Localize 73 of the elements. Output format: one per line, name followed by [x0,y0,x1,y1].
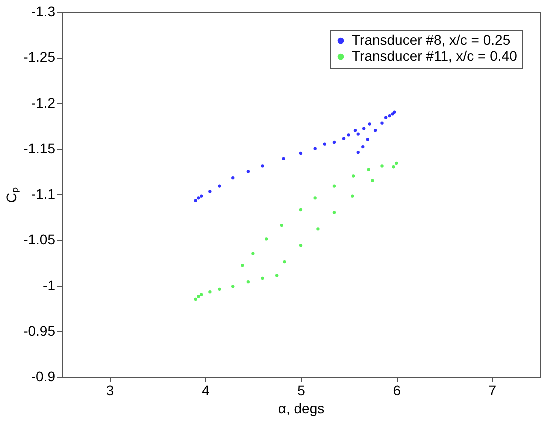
point [351,194,354,198]
point [352,174,356,178]
point [218,288,222,291]
point [342,137,346,140]
point [197,196,200,200]
point [384,116,388,120]
point [261,164,264,168]
point [200,293,204,296]
point [374,129,378,132]
point [208,190,212,194]
y-tick-label: -1.2 [31,94,56,111]
point [347,134,350,137]
point [362,145,365,149]
point [200,194,204,198]
y-tick-label: -1.3 [31,4,56,20]
point [371,179,374,182]
point [391,112,394,116]
point [392,166,396,169]
y-tick-label: -1.1 [31,186,56,202]
point [265,238,268,241]
point [194,199,198,202]
point [366,138,370,142]
point [276,274,279,278]
y-axis-title: Cₚ [4,186,21,204]
point [208,290,212,294]
x-tick-label: 5 [298,382,306,398]
point [299,244,303,248]
y-tick-label: -0.9 [31,368,56,384]
y-tick-label: -1.15 [24,140,56,156]
y-tick-label: -1.25 [24,49,56,66]
point [282,157,286,160]
point [393,110,396,114]
point [314,196,317,200]
point [388,114,392,118]
point [194,298,198,302]
point [367,168,370,172]
point [380,122,384,125]
point [356,150,360,154]
y-tick-label: -1 [43,277,56,294]
point [283,260,286,264]
point [261,276,264,280]
legend-label: Transducer #8, x/c = 0.25 [352,32,511,48]
y-tick-label: -1.05 [24,232,56,248]
x-tick-label: 6 [393,382,402,398]
x-tick-label: 7 [488,382,497,398]
point [241,264,244,268]
x-tick-label: 3 [106,382,114,398]
point [380,164,384,168]
x-axis-title: α, degs [278,400,325,416]
point [354,129,358,132]
point [232,285,235,288]
point [299,208,303,212]
x-tick-label: 4 [202,382,210,398]
point [299,152,303,156]
point [356,132,360,136]
point [252,252,255,256]
point [246,280,250,284]
point [395,162,398,166]
point [197,295,200,298]
point [280,224,284,228]
legend-label: Transducer #11, x/c = 0.40 [352,48,518,64]
point [314,147,317,150]
point [332,184,336,188]
point [323,142,326,146]
point [232,176,235,180]
point [332,140,336,144]
point [362,127,366,130]
point [332,211,336,214]
point [316,228,320,231]
point [246,170,250,174]
point [218,184,222,188]
y-tick-label: -0.95 [24,322,56,339]
point [368,122,372,126]
